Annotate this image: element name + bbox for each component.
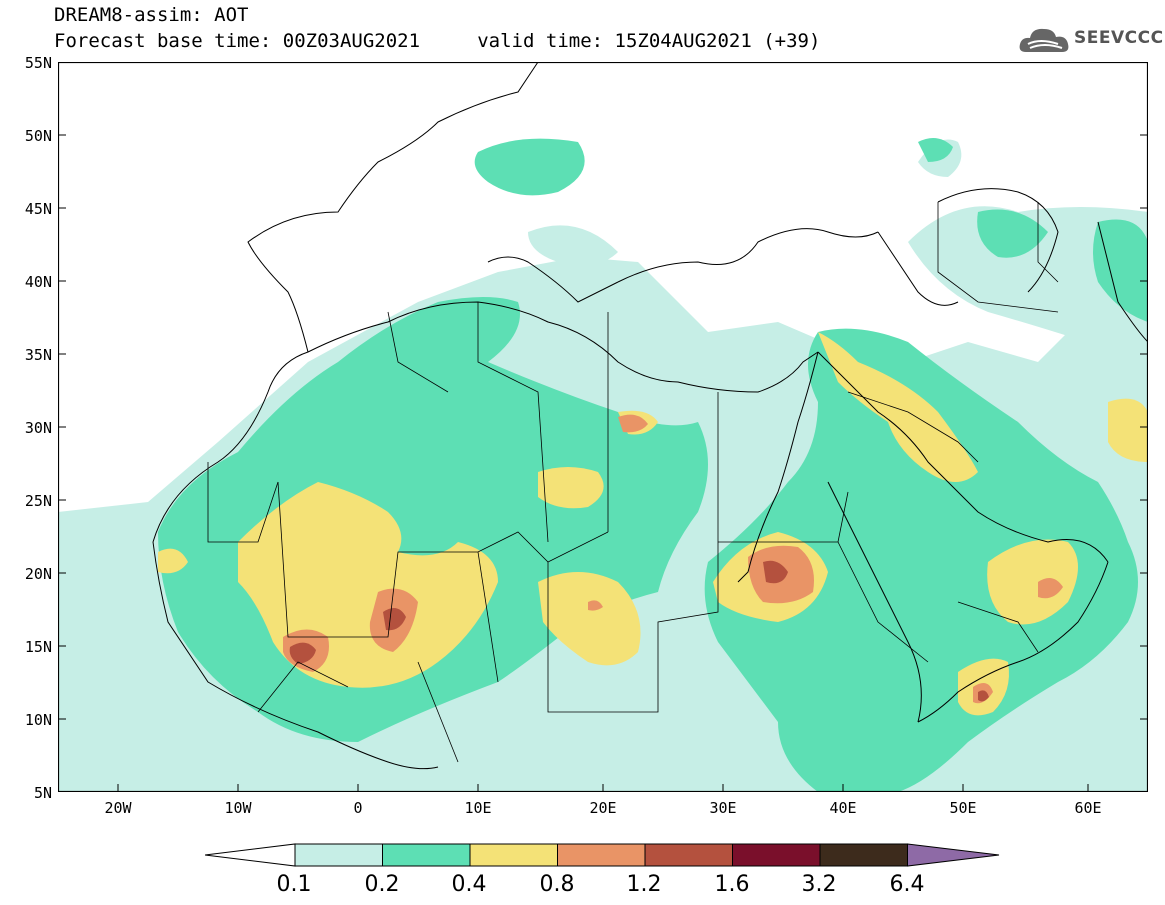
colorbar-segment [557, 843, 646, 867]
lon-label-10e: 10E [464, 799, 492, 817]
cloud-icon [1019, 28, 1069, 52]
colorbar-segment [732, 843, 821, 867]
lat-label-15n: 15N [24, 638, 52, 656]
map-ticks [58, 134, 1148, 792]
colorbar-label: 6.4 [889, 872, 925, 897]
colorbar-label: 0.2 [364, 872, 400, 897]
lon-label-20e: 20E [589, 799, 617, 817]
colorbar-label: 0.4 [451, 872, 487, 897]
colorbar-segment [644, 843, 733, 867]
lat-label-10n: 10N [24, 711, 52, 729]
lon-label-20w: 20W [104, 799, 132, 817]
aot-fill-layers [58, 138, 1148, 792]
lon-label-50e: 50E [949, 799, 977, 817]
lat-label-25n: 25N [24, 492, 52, 510]
country-borders [207, 202, 1059, 763]
coastlines [152, 62, 1148, 770]
forecast-times: Forecast base time: 00Z03AUG2021 valid t… [54, 30, 821, 52]
map-title: DREAM8-assim: AOT [54, 4, 249, 26]
lon-label-60e: 60E [1074, 799, 1102, 817]
colorbar-extend-low [205, 843, 296, 867]
logo-text: SEEVCCC [1074, 28, 1164, 48]
lon-label-0: 0 [353, 799, 363, 817]
colorbar-extend-high [907, 843, 1000, 867]
colorbar-label: 0.8 [539, 872, 575, 897]
lat-label-30n: 30N [24, 419, 52, 437]
lat-label-55n: 55N [24, 54, 52, 72]
colorbar-segment [819, 843, 908, 867]
lat-label-45n: 45N [24, 200, 52, 218]
colorbar-label: 0.1 [276, 872, 312, 897]
lon-label-30e: 30E [709, 799, 737, 817]
lat-label-20n: 20N [24, 565, 52, 583]
colorbar-label: 3.2 [801, 872, 837, 897]
lat-label-40n: 40N [24, 273, 52, 291]
lat-label-35n: 35N [24, 346, 52, 364]
colorbar-segment [382, 843, 471, 867]
aot-map [58, 62, 1148, 792]
lon-label-40e: 40E [829, 799, 857, 817]
seevccc-logo: SEEVCCC [1018, 22, 1163, 58]
colorbar-label: 1.6 [714, 872, 750, 897]
colorbar-segment [469, 843, 558, 867]
colorbar [205, 843, 1000, 867]
colorbar-label: 1.2 [626, 872, 662, 897]
colorbar-segments [205, 843, 1000, 867]
colorbar-segment [294, 843, 383, 867]
lat-label-5n: 5N [33, 784, 52, 802]
lat-label-50n: 50N [24, 127, 52, 145]
map-border [58, 62, 1148, 792]
lon-label-10w: 10W [224, 799, 252, 817]
